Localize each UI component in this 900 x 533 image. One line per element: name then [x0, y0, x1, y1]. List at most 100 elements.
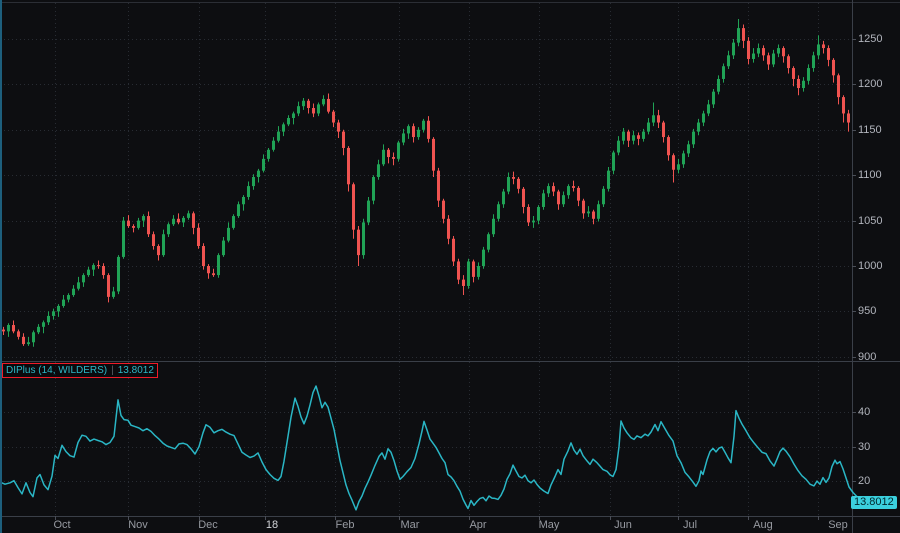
- candle-down: [552, 186, 555, 192]
- candle-down: [352, 184, 355, 230]
- indicator-last-value-badge: 13.8012: [851, 496, 897, 509]
- candle-down: [327, 98, 330, 112]
- time-tick-label-jun: Jun: [614, 519, 632, 531]
- candle-up: [477, 266, 480, 277]
- candle-down: [107, 275, 110, 297]
- candle-up: [677, 164, 680, 170]
- candle-down: [512, 177, 515, 179]
- candle-up: [87, 269, 90, 276]
- candle-down: [147, 216, 150, 235]
- candle-up: [757, 48, 760, 54]
- indicator-value: 13.8012: [117, 365, 154, 376]
- candle-up: [732, 42, 735, 56]
- time-axis-tick: [128, 516, 129, 520]
- time-axis-tick: [818, 516, 819, 520]
- price-tick-label: 1050: [858, 214, 883, 227]
- time-tick-label-oct: Oct: [53, 519, 71, 531]
- candle-up: [682, 153, 685, 165]
- axis-tick: [852, 266, 856, 267]
- candle-up: [587, 211, 590, 214]
- candle-down: [572, 186, 575, 188]
- candle-up: [322, 98, 325, 105]
- candle-up: [142, 216, 145, 221]
- indicator-legend[interactable]: DIPlus (14, WILDERS) | 13.8012: [2, 363, 158, 378]
- candle-down: [22, 336, 25, 345]
- candle-up: [167, 224, 170, 235]
- axis-tick: [852, 130, 856, 131]
- price-tick-label: 900: [858, 350, 877, 363]
- candle-down: [127, 220, 130, 227]
- candle-down: [332, 111, 335, 123]
- candle-up: [772, 53, 775, 65]
- candle-up: [82, 275, 85, 283]
- candle-up: [497, 204, 500, 219]
- candle-up: [187, 213, 190, 218]
- left-edge-strip: [0, 0, 2, 533]
- time-tick-label-nov: Nov: [128, 519, 148, 531]
- candle-down: [797, 78, 800, 89]
- candle-up: [217, 255, 220, 276]
- candle-down: [337, 122, 340, 132]
- price-tick-label: 1200: [858, 78, 883, 91]
- axis-tick: [852, 84, 856, 85]
- candle-up: [537, 206, 540, 221]
- candle-down: [177, 218, 180, 223]
- candle-up: [617, 140, 620, 153]
- candle-up: [402, 133, 405, 143]
- candle-down: [342, 131, 345, 148]
- chart-top-border: [0, 2, 900, 3]
- candle-up: [817, 44, 820, 56]
- time-axis-tick: [335, 516, 336, 520]
- candle-up: [77, 282, 80, 289]
- time-tick-label-dec: Dec: [198, 519, 218, 531]
- time-tick-label-18: 18: [265, 519, 279, 531]
- candle-down: [837, 75, 840, 98]
- candle-down: [462, 279, 465, 286]
- candlestick-pane[interactable]: [0, 0, 900, 362]
- indicator-pane[interactable]: [0, 362, 900, 516]
- candle-up: [227, 227, 230, 241]
- candle-up: [267, 149, 270, 159]
- candle-up: [27, 342, 30, 345]
- candle-down: [157, 246, 160, 256]
- candle-up: [802, 80, 805, 89]
- candle-up: [72, 288, 75, 296]
- candle-up: [717, 78, 720, 92]
- candle-up: [67, 295, 70, 300]
- candle-up: [487, 234, 490, 250]
- candle-up: [222, 240, 225, 256]
- candle-up: [712, 91, 715, 105]
- candle-up: [237, 204, 240, 217]
- candle-down: [747, 40, 750, 59]
- candle-down: [17, 331, 20, 337]
- time-axis-tick: [539, 516, 540, 520]
- candle-down: [827, 48, 830, 60]
- candle-up: [567, 186, 570, 196]
- candle-up: [602, 188, 605, 205]
- candle-up: [277, 131, 280, 141]
- candle-up: [122, 220, 125, 257]
- candle-up: [502, 191, 505, 205]
- candle-down: [847, 113, 850, 123]
- candle-up: [62, 299, 65, 306]
- candle-down: [312, 108, 315, 114]
- candle-down: [447, 218, 450, 239]
- candle-up: [697, 122, 700, 132]
- indicator-tick-label: 20: [858, 475, 871, 488]
- time-axis-tick: [265, 516, 266, 520]
- candle-up: [692, 131, 695, 145]
- candle-up: [287, 117, 290, 125]
- time-tick-label-may: May: [538, 519, 560, 531]
- candle-down: [557, 191, 560, 205]
- candle-down: [457, 261, 460, 280]
- pane-resize-separator[interactable]: [0, 361, 900, 362]
- time-tick-label-feb: Feb: [335, 519, 355, 531]
- time-axis-tick: [199, 516, 200, 520]
- diplus-line: [0, 385, 874, 511]
- candle-down: [97, 265, 100, 267]
- candle-down: [517, 178, 520, 189]
- candle-up: [812, 55, 815, 69]
- candle-down: [357, 229, 360, 256]
- candle-up: [252, 177, 255, 187]
